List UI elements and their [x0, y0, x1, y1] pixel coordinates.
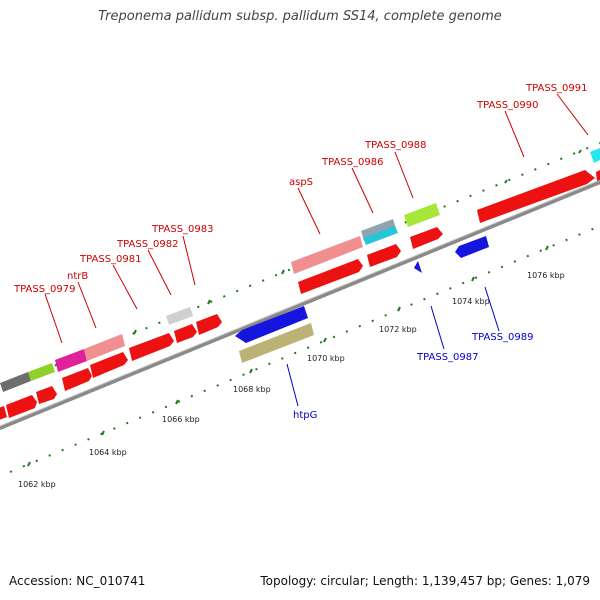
gene-htpG	[239, 323, 314, 363]
gene-label: TPASS_0983	[151, 224, 213, 235]
gene-lime-left	[28, 363, 55, 381]
gene-label: aspS	[289, 177, 313, 188]
gene-tpass-0990	[477, 170, 595, 223]
gene-label: htpG	[293, 410, 317, 421]
gene-tpass-0979	[55, 349, 87, 372]
gene-shapes	[0, 148, 600, 420]
gene-label: TPASS_0990	[476, 100, 538, 111]
label-leaders	[44, 93, 589, 344]
inner-major-ticks	[27, 245, 549, 467]
gene-red-edge	[596, 170, 600, 181]
genome-backbone	[0, 179, 600, 431]
axis-label: 1070 kbp	[307, 354, 345, 363]
gene-label: TPASS_0991	[525, 83, 587, 94]
gene-tpass-0989	[455, 236, 489, 258]
gene-label: TPASS_0982	[116, 239, 178, 250]
axis-label: 1072 kbp	[379, 325, 417, 334]
gene-label: TPASS_0979	[13, 284, 75, 295]
inner-tick-dots	[9, 225, 600, 473]
axis-label: 1066 kbp	[162, 415, 200, 424]
gene-tpass-0986b	[363, 226, 398, 245]
gene-label: TPASS_0986	[321, 157, 383, 168]
gene-label: ntrB	[67, 271, 88, 282]
gene-ntrB	[84, 334, 125, 361]
gene-tpass-0991	[590, 148, 600, 163]
gene-tpass-0988	[404, 203, 440, 227]
gene-aspS	[291, 236, 363, 274]
genome-summary-text: Topology: circular; Length: 1,139,457 bp…	[260, 574, 590, 588]
axis-label: 1064 kbp	[89, 448, 127, 457]
reverse-gene-labels: htpG TPASS_0987 TPASS_0989	[293, 332, 533, 421]
gene-tpass-0983	[166, 307, 193, 325]
axis-label: 1076 kbp	[527, 271, 565, 280]
forward-gene-labels: TPASS_0979 ntrB TPASS_0981 TPASS_0982 TP…	[13, 83, 587, 295]
map-title: Treponema pallidum subsp. pallidum SS14,…	[98, 9, 502, 24]
gene-label: TPASS_0989	[471, 332, 533, 343]
gene-blue-large	[235, 306, 308, 343]
axis-label: 1068 kbp	[233, 385, 271, 394]
gene-grey-left	[0, 372, 31, 392]
axis-label: 1074 kbp	[452, 297, 490, 306]
label-leaders-reverse	[286, 286, 500, 407]
gene-label: TPASS_0988	[364, 140, 426, 151]
gene-label: TPASS_0981	[79, 254, 141, 265]
axis-label: 1062 kbp	[18, 480, 56, 489]
gene-label: TPASS_0987	[416, 352, 478, 363]
gene-tpass-0987	[414, 261, 422, 273]
accession-text: Accession: NC_010741	[9, 574, 146, 588]
axis-labels: 1062 kbp 1064 kbp 1066 kbp 1068 kbp 1070…	[18, 271, 565, 489]
